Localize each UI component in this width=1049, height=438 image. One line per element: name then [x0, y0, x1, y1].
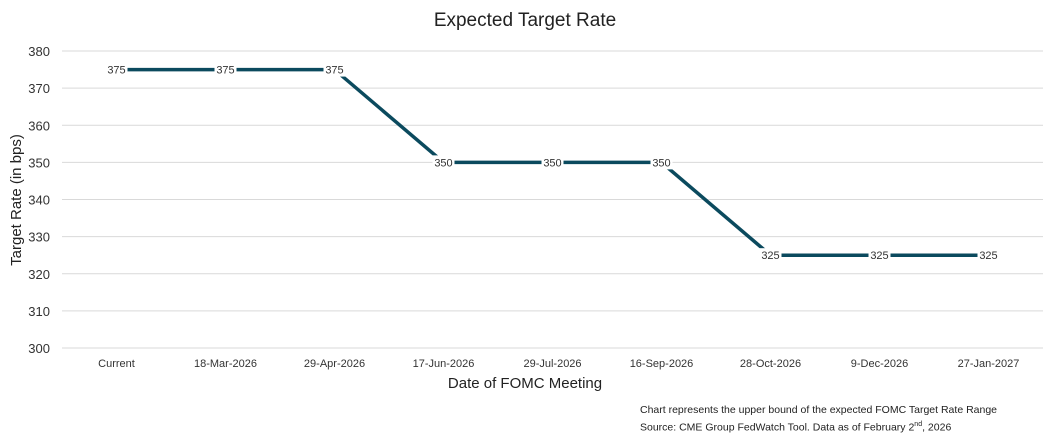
data-label: 350 [652, 157, 670, 169]
y-axis-label: Target Rate (in bps) [8, 134, 25, 266]
data-label: 325 [761, 250, 779, 262]
data-label: 375 [107, 65, 125, 77]
y-tick-label: 330 [28, 230, 50, 245]
y-tick-label: 340 [28, 193, 50, 208]
note-line-2: Source: CME Group FedWatch Tool. Data as… [640, 421, 951, 434]
x-tick-label: 16-Sep-2026 [630, 358, 694, 370]
data-label-bg [432, 155, 455, 170]
data-label-bg [868, 248, 891, 263]
note-line-2-sup: nd [914, 421, 923, 428]
x-tick-label: Current [98, 358, 135, 370]
y-tick-label: 300 [28, 341, 50, 356]
note-line-2-suffix: , 2026 [922, 421, 952, 434]
note-line-1: Chart represents the upper bound of the … [640, 404, 998, 416]
y-tick-label: 360 [28, 118, 50, 133]
data-label-bg [105, 62, 128, 77]
note-line-2-prefix: Source: CME Group FedWatch Tool. Data as… [640, 421, 915, 434]
x-tick-label: 18-Mar-2026 [194, 358, 257, 370]
data-label: 325 [870, 250, 888, 262]
y-tick-label: 380 [28, 44, 50, 59]
x-tick-label: 29-Jul-2026 [523, 358, 581, 370]
data-label-bg [977, 248, 1000, 263]
y-tick-label: 310 [28, 304, 50, 319]
data-label-bg [541, 155, 564, 170]
y-tick-label: 370 [28, 81, 50, 96]
chart-title: Expected Target Rate [434, 10, 616, 31]
x-tick-label: 27-Jan-2027 [958, 358, 1020, 370]
data-label-bg [759, 248, 782, 263]
data-label-bg [214, 62, 237, 77]
x-tick-label: 29-Apr-2026 [304, 358, 365, 370]
y-tick-label: 350 [28, 155, 50, 170]
data-label-bg [650, 155, 673, 170]
x-axis-label: Date of FOMC Meeting [448, 375, 602, 392]
data-label-bg [323, 62, 346, 77]
data-label: 375 [325, 65, 343, 77]
y-tick-label: 320 [28, 267, 50, 282]
data-label: 325 [979, 250, 997, 262]
data-label: 350 [434, 157, 452, 169]
x-tick-label: 28-Oct-2026 [740, 358, 801, 370]
data-label: 350 [543, 157, 561, 169]
x-tick-label: 9-Dec-2026 [851, 358, 908, 370]
x-tick-label: 17-Jun-2026 [413, 358, 475, 370]
data-label: 375 [216, 65, 234, 77]
